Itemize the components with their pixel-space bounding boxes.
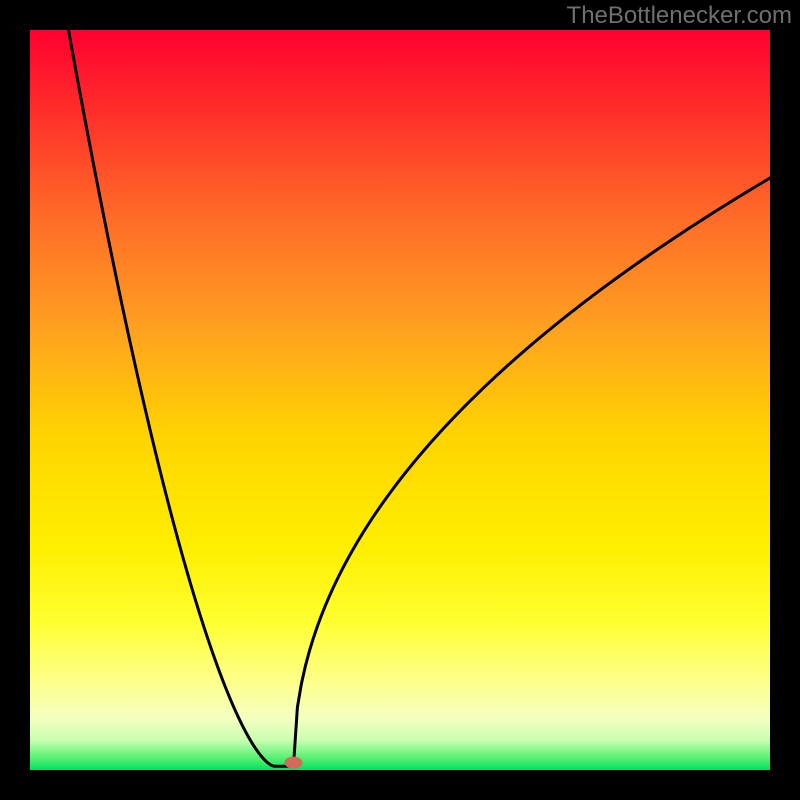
watermark-text: TheBottlenecker.com [567,2,792,30]
bottleneck-chart [0,0,800,800]
plot-background [30,30,770,770]
minimum-marker [284,757,302,769]
chart-container: TheBottlenecker.com [0,0,800,800]
